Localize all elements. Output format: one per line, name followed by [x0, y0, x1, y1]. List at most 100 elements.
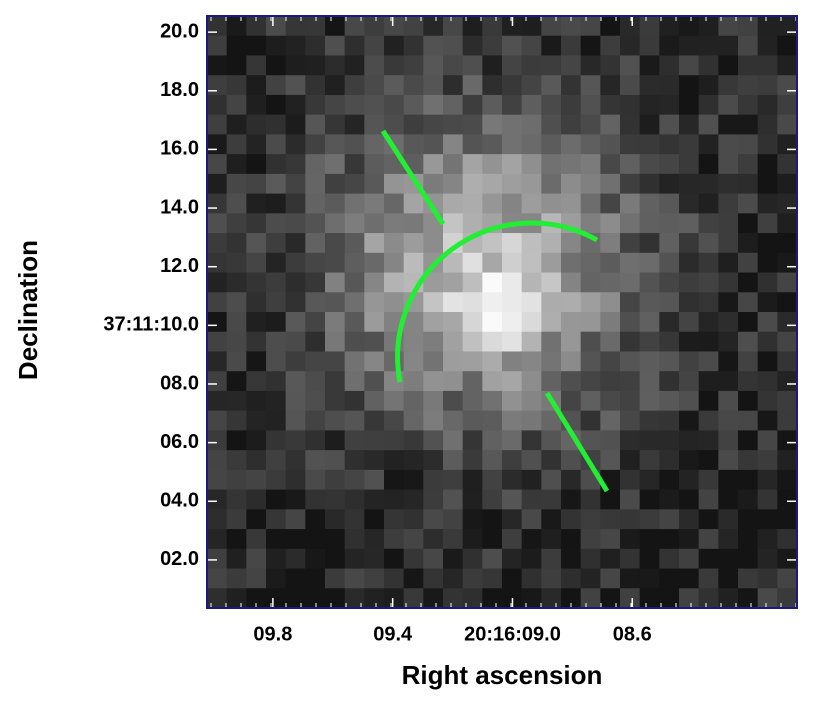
image-pixel — [266, 588, 287, 609]
image-pixel — [757, 35, 778, 56]
image-pixel — [443, 548, 464, 570]
plot-frame — [206, 15, 798, 609]
image-pixel — [482, 75, 503, 96]
image-pixel — [757, 272, 778, 293]
image-pixel — [718, 134, 739, 155]
image-pixel — [561, 390, 582, 412]
image-pixel — [344, 509, 365, 530]
image-pixel — [423, 272, 444, 293]
image-pixel — [620, 351, 641, 372]
image-pixel — [777, 252, 798, 274]
image-pixel — [718, 568, 739, 589]
image-pixel — [384, 55, 405, 76]
image-pixel — [305, 213, 326, 234]
image-pixel — [403, 35, 424, 56]
image-pixel — [266, 509, 287, 530]
image-pixel — [403, 351, 424, 372]
image-pixel — [659, 193, 680, 214]
y-tick-label: 12.0 — [160, 255, 199, 277]
image-pixel — [679, 548, 700, 570]
y-tick-label: 06.0 — [160, 431, 199, 453]
x-tick-label: 08.6 — [613, 623, 652, 645]
image-pixel — [639, 16, 660, 37]
image-pixel — [482, 154, 503, 175]
image-pixel — [698, 16, 719, 37]
image-pixel — [305, 55, 326, 76]
image-pixel — [246, 529, 267, 550]
image-pixel — [285, 410, 306, 431]
image-pixel — [207, 35, 228, 56]
image-pixel — [226, 312, 247, 333]
image-pixel — [364, 430, 385, 451]
image-pixel — [246, 410, 267, 431]
image-pixel — [600, 410, 621, 431]
image-pixel — [443, 430, 464, 451]
image-pixel — [462, 331, 483, 352]
image-pixel — [698, 134, 719, 155]
image-pixel — [698, 351, 719, 372]
image-pixel — [639, 75, 660, 96]
image-pixel — [207, 94, 228, 116]
image-pixel — [738, 154, 759, 175]
image-pixel — [482, 489, 503, 510]
image-pixel — [561, 55, 582, 76]
image-pixel — [482, 35, 503, 56]
image-pixel — [757, 55, 778, 76]
image-pixel — [207, 410, 228, 431]
image-pixel — [207, 154, 228, 175]
image-pixel — [561, 272, 582, 293]
image-pixel — [403, 193, 424, 214]
image-pixel — [384, 35, 405, 56]
image-pixel — [620, 213, 641, 234]
image-pixel — [285, 173, 306, 195]
image-pixel — [364, 173, 385, 195]
image-pixel — [620, 450, 641, 471]
image-pixel — [226, 489, 247, 510]
image-pixel — [344, 351, 365, 372]
image-pixel — [580, 588, 601, 609]
image-pixel — [580, 173, 601, 195]
image-pixel — [600, 233, 621, 254]
image-pixel — [639, 173, 660, 195]
image-pixel — [600, 489, 621, 510]
image-pixel — [207, 568, 228, 589]
image-pixel — [580, 489, 601, 510]
image-pixel — [305, 94, 326, 116]
image-pixel — [679, 351, 700, 372]
image-pixel — [423, 529, 444, 550]
image-pixel — [423, 469, 444, 491]
image-pixel — [679, 292, 700, 313]
image-pixel — [462, 55, 483, 76]
image-pixel — [580, 154, 601, 175]
image-pixel — [266, 233, 287, 254]
image-pixel — [620, 331, 641, 352]
image-pixel — [561, 548, 582, 570]
image-pixel — [541, 450, 562, 471]
image-pixel — [462, 489, 483, 510]
image-pixel — [777, 233, 798, 254]
image-pixel — [679, 272, 700, 293]
image-pixel — [403, 509, 424, 530]
image-pixel — [344, 371, 365, 392]
image-pixel — [344, 588, 365, 609]
image-pixel — [462, 529, 483, 550]
image-pixel — [285, 351, 306, 372]
image-pixel — [580, 312, 601, 333]
image-pixel — [364, 548, 385, 570]
image-pixel — [364, 450, 385, 471]
image-pixel — [266, 154, 287, 175]
image-pixel — [659, 430, 680, 451]
image-pixel — [541, 292, 562, 313]
image-pixel — [482, 233, 503, 254]
image-pixel — [285, 35, 306, 56]
image-pixel — [777, 75, 798, 96]
image-pixel — [246, 351, 267, 372]
image-pixel — [738, 252, 759, 274]
image-pixel — [364, 509, 385, 530]
image-pixel — [266, 94, 287, 116]
y-tick-label: 14.0 — [160, 196, 199, 218]
image-pixel — [443, 75, 464, 96]
image-pixel — [266, 292, 287, 313]
y-tick-label: 08.0 — [160, 372, 199, 394]
